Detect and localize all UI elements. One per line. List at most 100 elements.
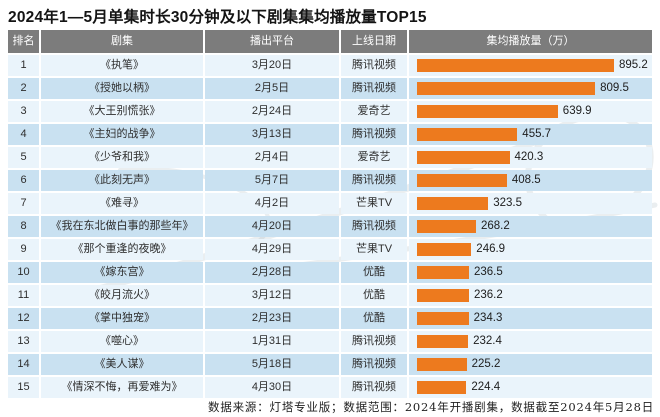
table-row: 6 《此刻无声》 5月7日 腾讯视频 408.5 (8, 170, 652, 191)
bar-cell: 234.3 (409, 308, 652, 329)
table-row: 12 《掌中独宠》 2月23日 优酷 234.3 (8, 308, 652, 329)
drama-title-cell: 《主妇的战争》 (41, 124, 203, 145)
value-label: 268.2 (481, 220, 510, 232)
platform-cell: 爱奇艺 (341, 147, 407, 168)
rank-cell: 6 (8, 170, 39, 191)
drama-title-cell: 《此刻无声》 (41, 170, 203, 191)
value-label: 236.2 (474, 289, 503, 301)
data-source-note: 数据来源：灯塔专业版；数据范围：2024年开播剧集，数据截至2024年5月28日 (208, 400, 654, 414)
drama-title-cell: 《掌中独宠》 (41, 308, 203, 329)
value-bar (417, 335, 469, 348)
value-label: 809.5 (600, 82, 629, 94)
date-cell: 4月2日 (205, 193, 339, 214)
rank-cell: 1 (8, 55, 39, 76)
page-title: 2024年1—5月单集时长30分钟及以下剧集集均播放量TOP15 (8, 9, 427, 26)
value-label: 224.4 (471, 381, 501, 393)
value-label: 234.3 (473, 312, 503, 324)
platform-cell: 优酷 (341, 285, 407, 306)
platform-cell: 腾讯视频 (341, 78, 407, 99)
drama-title-cell: 《那个重逢的夜晚》 (41, 239, 203, 260)
date-cell: 5月7日 (205, 170, 339, 191)
platform-cell: 腾讯视频 (341, 216, 407, 237)
platform-cell: 优酷 (341, 262, 407, 283)
bar-cell: 639.9 (409, 101, 652, 122)
value-bar (417, 59, 614, 72)
value-bar (417, 381, 467, 394)
header-value: 集均播放量（万） (409, 30, 652, 53)
value-bar (417, 105, 558, 118)
value-bar (417, 174, 507, 187)
ranking-table: 排名 剧集 播出平台 上线日期 集均播放量（万） 1 《执笔》 3月20日 腾讯视频 8… (8, 30, 652, 398)
bar-cell: 236.2 (409, 285, 652, 306)
value-bar (417, 243, 472, 256)
drama-title-cell: 《授她以柄》 (41, 78, 203, 99)
date-cell: 2月24日 (205, 101, 339, 122)
value-bar (417, 312, 469, 325)
date-cell: 2月28日 (205, 262, 339, 283)
header-date: 上线日期 (341, 30, 407, 53)
header-platform: 播出平台 (205, 30, 339, 53)
date-cell: 2月4日 (205, 147, 339, 168)
date-cell: 5月18日 (205, 354, 339, 375)
value-label: 225.2 (471, 358, 501, 370)
rank-cell: 10 (8, 262, 39, 283)
value-bar (417, 82, 596, 95)
table-row: 11 《皎月流火》 3月12日 优酷 236.2 (8, 285, 652, 306)
table-row: 4 《主妇的战争》 3月13日 腾讯视频 455.7 (8, 124, 652, 145)
rank-cell: 4 (8, 124, 39, 145)
bar-cell: 323.5 (409, 193, 652, 214)
date-cell: 3月13日 (205, 124, 339, 145)
rank-cell: 13 (8, 331, 39, 352)
date-cell: 2月5日 (205, 78, 339, 99)
platform-cell: 芒果TV (341, 193, 407, 214)
date-cell: 3月20日 (205, 55, 339, 76)
table-row: 15 《情深不悔，再爱难为》 4月30日 腾讯视频 224.4 (8, 377, 652, 398)
value-label: 895.2 (619, 59, 648, 71)
rank-cell: 14 (8, 354, 39, 375)
bar-cell: 408.5 (409, 170, 652, 191)
rank-cell: 12 (8, 308, 39, 329)
value-label: 455.7 (522, 128, 552, 140)
bar-cell: 895.2 (409, 55, 652, 76)
value-label: 323.5 (493, 197, 522, 209)
platform-cell: 优酷 (341, 308, 407, 329)
table-row: 2 《授她以柄》 2月5日 腾讯视频 809.5 (8, 78, 652, 99)
bar-cell: 224.4 (409, 377, 652, 398)
value-label: 420.3 (514, 151, 544, 163)
value-label: 236.5 (474, 266, 503, 278)
value-label: 246.9 (476, 243, 506, 255)
platform-cell: 腾讯视频 (341, 170, 407, 191)
drama-title-cell: 《情深不悔，再爱难为》 (41, 377, 203, 398)
table-row: 7 《难寻》 4月2日 芒果TV 323.5 (8, 193, 652, 214)
rank-cell: 8 (8, 216, 39, 237)
bar-cell: 455.7 (409, 124, 652, 145)
value-label: 232.4 (473, 335, 502, 347)
value-bar (417, 266, 469, 279)
header-drama: 剧集 (41, 30, 203, 53)
value-label: 408.5 (511, 174, 541, 186)
date-cell: 4月29日 (205, 239, 339, 260)
value-bar (417, 358, 467, 371)
table-row: 10 《嫁东宫》 2月28日 优酷 236.5 (8, 262, 652, 283)
table-row: 13 《噬心》 1月31日 腾讯视频 232.4 (8, 331, 652, 352)
platform-cell: 腾讯视频 (341, 55, 407, 76)
rank-cell: 2 (8, 78, 39, 99)
platform-cell: 爱奇艺 (341, 101, 407, 122)
value-label: 639.9 (562, 105, 592, 117)
rank-cell: 7 (8, 193, 39, 214)
value-bar (417, 151, 510, 164)
platform-cell: 腾讯视频 (341, 377, 407, 398)
value-bar (417, 197, 489, 210)
platform-cell: 芒果TV (341, 239, 407, 260)
bar-cell: 268.2 (409, 216, 652, 237)
table-header-row: 排名 剧集 播出平台 上线日期 集均播放量（万） (8, 30, 652, 53)
date-cell: 1月31日 (205, 331, 339, 352)
bar-cell: 225.2 (409, 354, 652, 375)
drama-title-cell: 《大王别慌张》 (41, 101, 203, 122)
rank-cell: 3 (8, 101, 39, 122)
bar-cell: 232.4 (409, 331, 652, 352)
bar-cell: 236.5 (409, 262, 652, 283)
platform-cell: 腾讯视频 (341, 331, 407, 352)
value-bar (417, 289, 469, 302)
